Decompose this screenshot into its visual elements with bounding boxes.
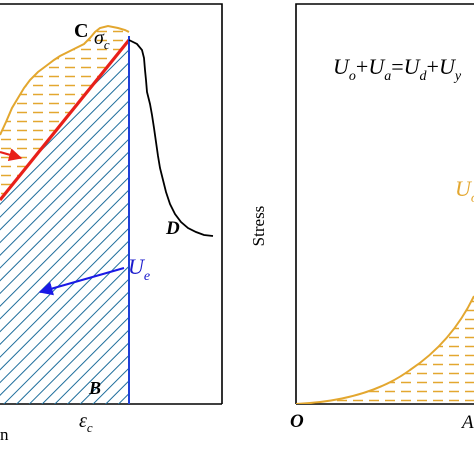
x-tick-fragment: A [460, 412, 474, 433]
epsilon-c-label: εc [79, 410, 93, 435]
red-indicator-arrow [0, 148, 23, 162]
ue-label: Ue [128, 254, 150, 284]
post-peak-curve [128, 39, 214, 237]
x-axis-label-fragment: n [0, 425, 9, 444]
elastic-line [0, 38, 131, 202]
elastic-energy-region [0, 40, 129, 404]
sigma-c-label: σc [94, 27, 110, 52]
uo-label: Uo [455, 176, 474, 206]
ue-arrow [38, 267, 125, 296]
point-b-label: B [88, 378, 101, 398]
dissipated-energy-region [0, 26, 129, 200]
loading-curve [0, 24, 130, 136]
right-panel: Stress Uo+Ua=Ud+Uy Uo O A [249, 3, 474, 433]
energy-equation: Uo+Ua=Ud+Uy [333, 54, 462, 84]
point-d-label: D [165, 218, 180, 239]
origin-label: O [290, 411, 304, 432]
left-panel-frame [0, 3, 223, 404]
point-c-label: C [74, 20, 88, 42]
left-panel: C σc D B Ue n εc [0, 3, 223, 444]
strain-energy-region [296, 296, 474, 404]
right-y-axis-label: Stress [249, 206, 268, 247]
right-panel-frame [295, 3, 474, 404]
right-loading-curve [296, 295, 474, 404]
